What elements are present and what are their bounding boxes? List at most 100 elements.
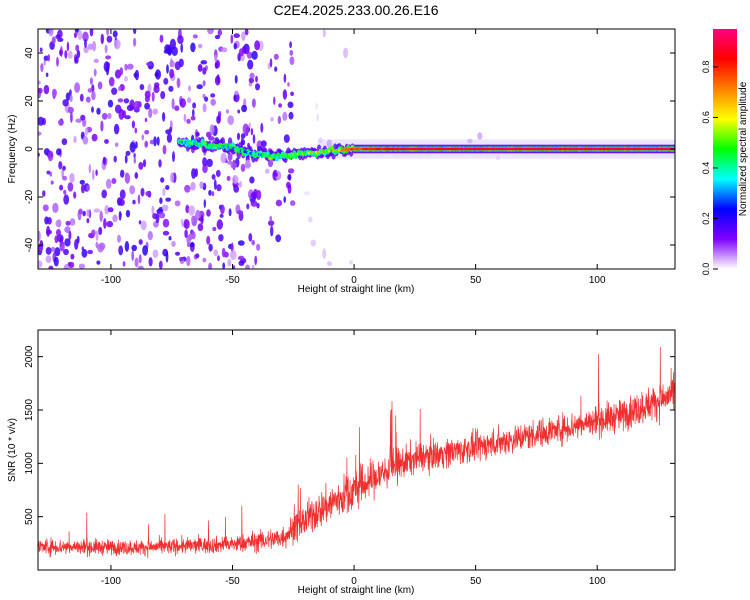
spectrogram-noise-blob	[137, 194, 141, 205]
spectrogram-noise-blob	[124, 154, 128, 164]
spectrogram-noise-blob	[38, 131, 42, 136]
spectrogram-noise-blob	[289, 41, 292, 49]
spectrogram-noise-blob	[233, 33, 240, 39]
spectrogram-noise-blob	[39, 47, 43, 53]
spectrogram-noise-blob	[192, 102, 197, 109]
spectrogram-noise-blob	[84, 127, 88, 136]
spectrogram-noise-blob	[208, 243, 213, 252]
spectrogram-noise-blob	[256, 243, 261, 251]
spectrogram-noise-blob	[138, 254, 142, 264]
spectrogram-noise-blob	[42, 204, 49, 212]
spectrogram-noise-blob	[86, 218, 90, 224]
spectrogram-noise-blob	[163, 77, 169, 85]
spectrogram-noise-blob	[129, 99, 135, 111]
spectrogram-noise-blob	[199, 181, 204, 189]
spectrogram-noise-blob	[98, 226, 103, 236]
spectrogram-noise-blob	[124, 172, 131, 184]
spectrogram-noise-blob	[287, 82, 290, 87]
spectrogram-noise-blob	[125, 209, 131, 218]
spectrogram-noise-blob	[248, 77, 255, 84]
spectrogram-noise-blob	[61, 138, 68, 146]
spectrogram-x-label: Height of straight line (km)	[298, 284, 415, 295]
spectrogram-noise-blob	[93, 68, 97, 77]
spectrogram-noise-blob	[108, 76, 115, 87]
spectrogram-noise-blob	[322, 248, 327, 259]
spectrogram-noise-blob	[202, 80, 206, 87]
spectrogram-noise-blob	[134, 257, 139, 268]
spectrogram-noise-blob	[246, 51, 253, 59]
spectrogram-noise-blob	[151, 91, 155, 102]
spectrogram-noise-blob	[174, 105, 180, 111]
spectrogram-noise-blob	[73, 191, 77, 199]
spectrogram-noise-blob	[138, 239, 143, 245]
spectrogram-cells	[38, 29, 675, 269]
spectrogram-noise-blob	[101, 189, 107, 199]
spectrogram-noise-blob	[63, 189, 67, 195]
spectrogram-noise-blob	[198, 217, 204, 222]
spectrogram-noise-blob	[256, 189, 262, 201]
spectrogram-noise-blob	[59, 49, 63, 56]
spectrogram-noise-blob	[225, 109, 229, 114]
spectrogram-noise-blob	[183, 113, 187, 122]
spectrogram-noise-blob	[62, 99, 69, 107]
spectrogram-noise-blob	[145, 191, 151, 197]
spectrogram-noise-blob	[40, 63, 44, 72]
spectrogram-noise-blob	[74, 239, 79, 250]
spectrogram-noise-blob	[203, 199, 206, 208]
x-tick-label: 100	[589, 275, 606, 286]
spectrogram-noise-blob	[84, 38, 87, 48]
spectrogram-noise-blob	[73, 32, 77, 39]
spectrogram-noise-blob	[206, 158, 213, 168]
spectrogram-noise-blob	[82, 210, 86, 217]
spectrogram-noise-blob	[190, 242, 195, 248]
spectrogram-noise-blob	[129, 141, 136, 153]
spectrogram-noise-blob	[92, 41, 97, 52]
spectrogram-noise-blob	[87, 249, 93, 255]
spectrogram-noise-blob	[77, 30, 83, 41]
spectrogram-noise-blob	[76, 50, 81, 59]
spectrogram-noise-blob	[212, 226, 217, 232]
spectrogram-noise-blob	[63, 263, 70, 269]
spectrogram-noise-blob	[287, 101, 294, 109]
spectrogram-noise-blob	[202, 157, 208, 167]
spectrogram-noise-blob	[113, 155, 117, 163]
spectrogram-noise-blob	[138, 162, 144, 170]
spectrogram-noise-blob	[197, 64, 203, 72]
spectrogram-noise-blob	[47, 150, 54, 162]
x-tick-label: 0	[351, 275, 357, 286]
spectrogram-noise-blob	[79, 179, 86, 185]
spectrogram-noise-blob	[106, 35, 113, 43]
spectrogram-noise-blob	[283, 196, 287, 204]
spectrogram-noise-blob	[227, 258, 232, 267]
spectrogram-noise-blob	[233, 92, 240, 103]
spectrogram-noise-blob	[186, 235, 191, 245]
spectrogram-noise-blob	[220, 204, 225, 215]
spectrogram-noise-blob	[234, 75, 238, 84]
spectrogram-noise-blob	[54, 235, 59, 244]
spectrogram-noise-blob	[232, 175, 239, 184]
spectrogram-noise-blob	[56, 56, 59, 67]
spectrogram-noise-blob	[165, 197, 172, 202]
spectrogram-noise-blob	[310, 239, 317, 247]
spectrogram-noise-blob	[227, 153, 233, 161]
spectrogram-noise-blob	[290, 91, 294, 97]
spectrogram-noise-blob	[48, 265, 54, 269]
spectrogram-noise-blob	[52, 202, 59, 213]
spectrogram-noise-blob	[95, 230, 99, 241]
spectrogram-noise-blob	[63, 248, 69, 256]
spectrogram-noise-blob	[467, 138, 473, 144]
spectrogram-noise-blob	[252, 134, 256, 144]
spectrogram-noise-blob	[102, 156, 106, 165]
spectrogram-noise-blob	[186, 255, 191, 267]
spectrogram-noise-blob	[250, 191, 258, 200]
spectrogram-noise-blob	[238, 48, 244, 57]
spectrogram-noise-blob	[230, 34, 234, 44]
spectrogram-noise-blob	[163, 49, 170, 54]
spectrogram-noise-blob	[211, 191, 215, 197]
spectrogram-noise-blob	[155, 69, 161, 80]
spectrogram-noise-blob	[202, 257, 207, 263]
spectrogram-noise-blob	[114, 104, 122, 114]
spectrogram-noise-blob	[55, 219, 62, 228]
spectrogram-noise-blob	[68, 230, 72, 240]
spectrogram-noise-blob	[217, 111, 222, 117]
